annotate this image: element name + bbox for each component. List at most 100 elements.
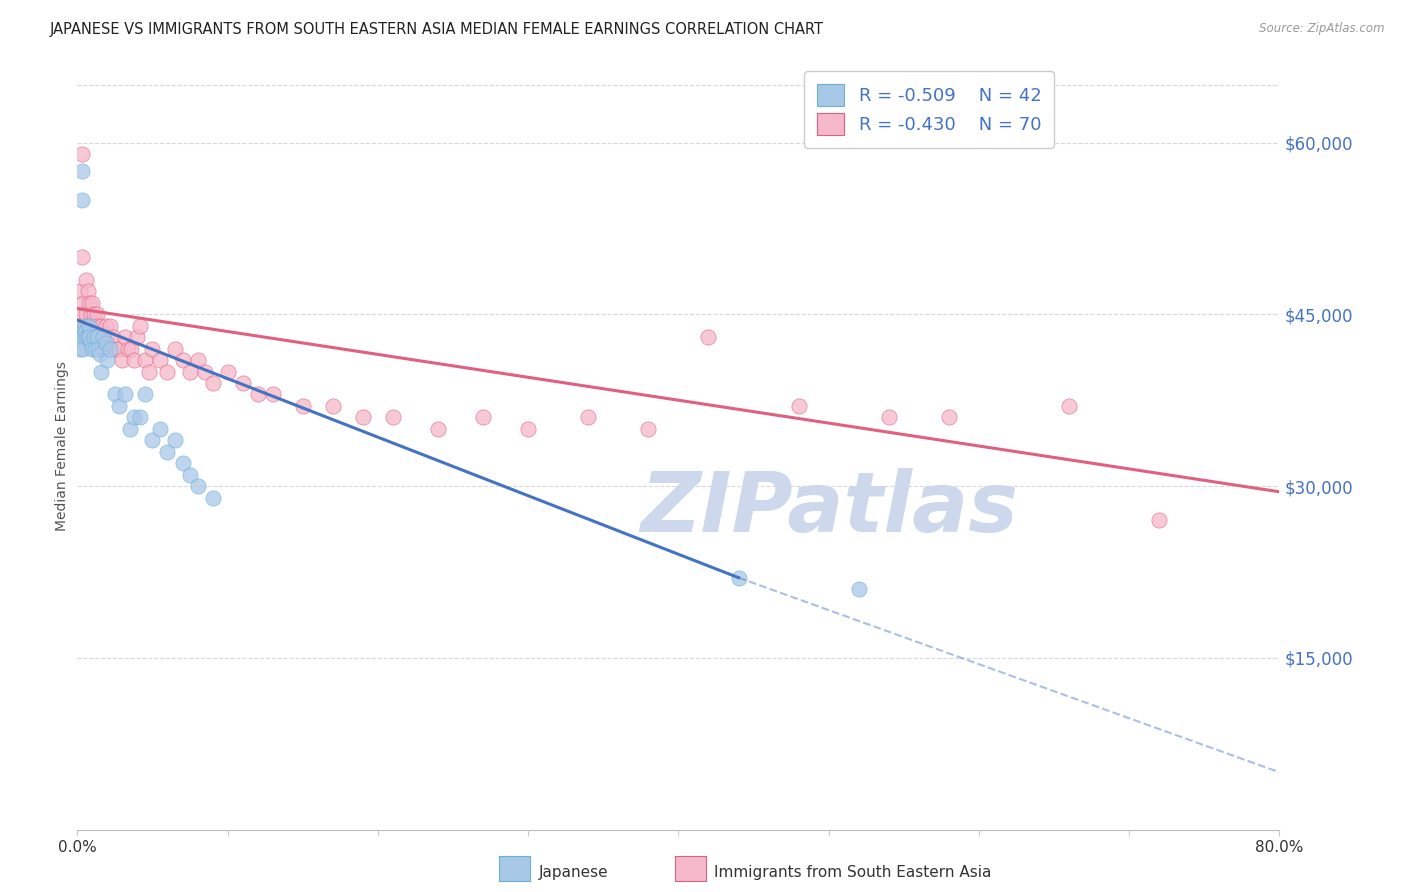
Point — [138, 365, 160, 379]
Point — [79, 330, 101, 344]
Point — [156, 365, 179, 379]
Point — [576, 410, 599, 425]
Point — [87, 342, 110, 356]
Point — [124, 410, 146, 425]
Point — [90, 365, 112, 379]
Point — [108, 342, 131, 356]
Point — [83, 330, 105, 344]
Point — [322, 399, 344, 413]
Point — [79, 296, 101, 310]
Point — [86, 307, 108, 321]
Point — [1149, 513, 1171, 527]
Point — [124, 353, 146, 368]
Point — [179, 365, 201, 379]
Point — [156, 444, 179, 458]
Point — [69, 342, 91, 356]
Point — [472, 410, 495, 425]
Point — [129, 410, 152, 425]
Point — [114, 330, 136, 344]
Point — [75, 307, 97, 321]
Point — [172, 456, 194, 470]
Point — [381, 410, 404, 425]
Point — [179, 467, 201, 482]
Point — [96, 330, 118, 344]
Point — [76, 285, 98, 299]
Y-axis label: Median Female Earnings: Median Female Earnings — [55, 361, 69, 531]
Point — [90, 318, 112, 333]
Point — [91, 330, 114, 344]
Point — [73, 318, 96, 333]
Point — [79, 318, 101, 333]
Point — [67, 325, 90, 339]
Point — [104, 387, 127, 401]
Point — [194, 365, 217, 379]
Point — [70, 193, 93, 207]
Point — [79, 318, 101, 333]
Point — [727, 571, 749, 585]
Point — [427, 422, 450, 436]
Point — [848, 582, 870, 596]
Point — [80, 318, 103, 333]
Point — [118, 422, 141, 436]
Point — [84, 318, 107, 333]
Text: Japanese: Japanese — [538, 865, 609, 880]
Point — [73, 330, 96, 344]
Point — [75, 330, 97, 344]
Point — [111, 353, 134, 368]
Point — [352, 410, 374, 425]
Point — [129, 318, 152, 333]
Text: Source: ZipAtlas.com: Source: ZipAtlas.com — [1260, 22, 1385, 36]
Point — [86, 330, 108, 344]
Point — [73, 325, 96, 339]
Text: JAPANESE VS IMMIGRANTS FROM SOUTH EASTERN ASIA MEDIAN FEMALE EARNINGS CORRELATIO: JAPANESE VS IMMIGRANTS FROM SOUTH EASTER… — [49, 22, 823, 37]
Point — [637, 422, 659, 436]
Point — [120, 342, 142, 356]
Point — [96, 353, 118, 368]
Point — [134, 353, 156, 368]
Point — [70, 164, 93, 178]
Point — [108, 399, 131, 413]
Point — [186, 353, 209, 368]
Point — [69, 318, 91, 333]
Point — [80, 335, 103, 350]
Point — [149, 422, 172, 436]
Text: Immigrants from South Eastern Asia: Immigrants from South Eastern Asia — [714, 865, 991, 880]
Point — [127, 330, 149, 344]
Point — [186, 479, 209, 493]
Point — [67, 307, 90, 321]
Point — [70, 250, 93, 264]
Point — [72, 296, 94, 310]
Point — [91, 342, 114, 356]
Point — [938, 410, 960, 425]
Point — [141, 434, 163, 448]
Point — [84, 342, 107, 356]
Point — [69, 285, 91, 299]
Point — [291, 399, 314, 413]
Point — [114, 387, 136, 401]
Point — [149, 353, 172, 368]
Point — [201, 491, 224, 505]
Point — [697, 330, 720, 344]
Point — [517, 422, 540, 436]
Point — [163, 434, 186, 448]
Point — [94, 335, 117, 350]
Point — [105, 342, 128, 356]
Point — [75, 273, 97, 287]
Point — [232, 376, 254, 390]
Point — [100, 342, 122, 356]
Point — [89, 330, 111, 344]
Point — [80, 307, 103, 321]
Point — [73, 318, 96, 333]
Point — [89, 347, 111, 361]
Point — [84, 330, 107, 344]
Point — [70, 147, 93, 161]
Point — [262, 387, 284, 401]
Point — [100, 318, 122, 333]
Point — [787, 399, 810, 413]
Point — [134, 387, 156, 401]
Point — [103, 330, 125, 344]
Point — [82, 342, 104, 356]
Point — [76, 330, 98, 344]
Point — [117, 342, 139, 356]
Point — [141, 342, 163, 356]
